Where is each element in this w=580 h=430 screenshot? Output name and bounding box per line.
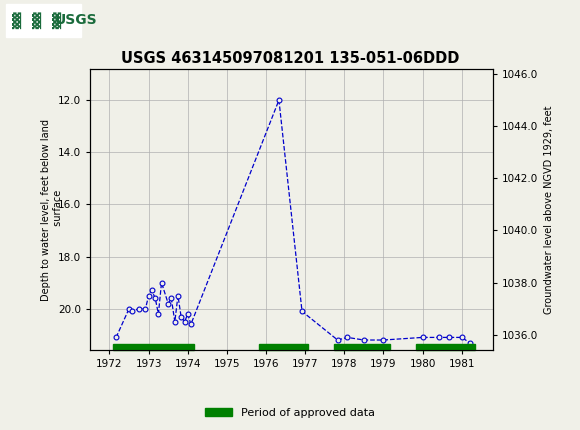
Text: USGS 463145097081201 135-051-06DDD: USGS 463145097081201 135-051-06DDD xyxy=(121,51,459,65)
Bar xyxy=(113,344,194,350)
Text: ▓: ▓ xyxy=(52,12,61,29)
Bar xyxy=(259,344,309,350)
Legend: Period of approved data: Period of approved data xyxy=(200,403,380,422)
Bar xyxy=(335,344,390,350)
Bar xyxy=(416,344,474,350)
Text: ▓: ▓ xyxy=(12,12,21,29)
Text: ▓: ▓ xyxy=(32,12,41,29)
Bar xyxy=(6,4,81,37)
Y-axis label: Groundwater level above NGVD 1929, feet: Groundwater level above NGVD 1929, feet xyxy=(544,105,554,314)
Text: USGS: USGS xyxy=(55,13,97,28)
Y-axis label: Depth to water level, feet below land
 surface: Depth to water level, feet below land su… xyxy=(41,119,63,301)
